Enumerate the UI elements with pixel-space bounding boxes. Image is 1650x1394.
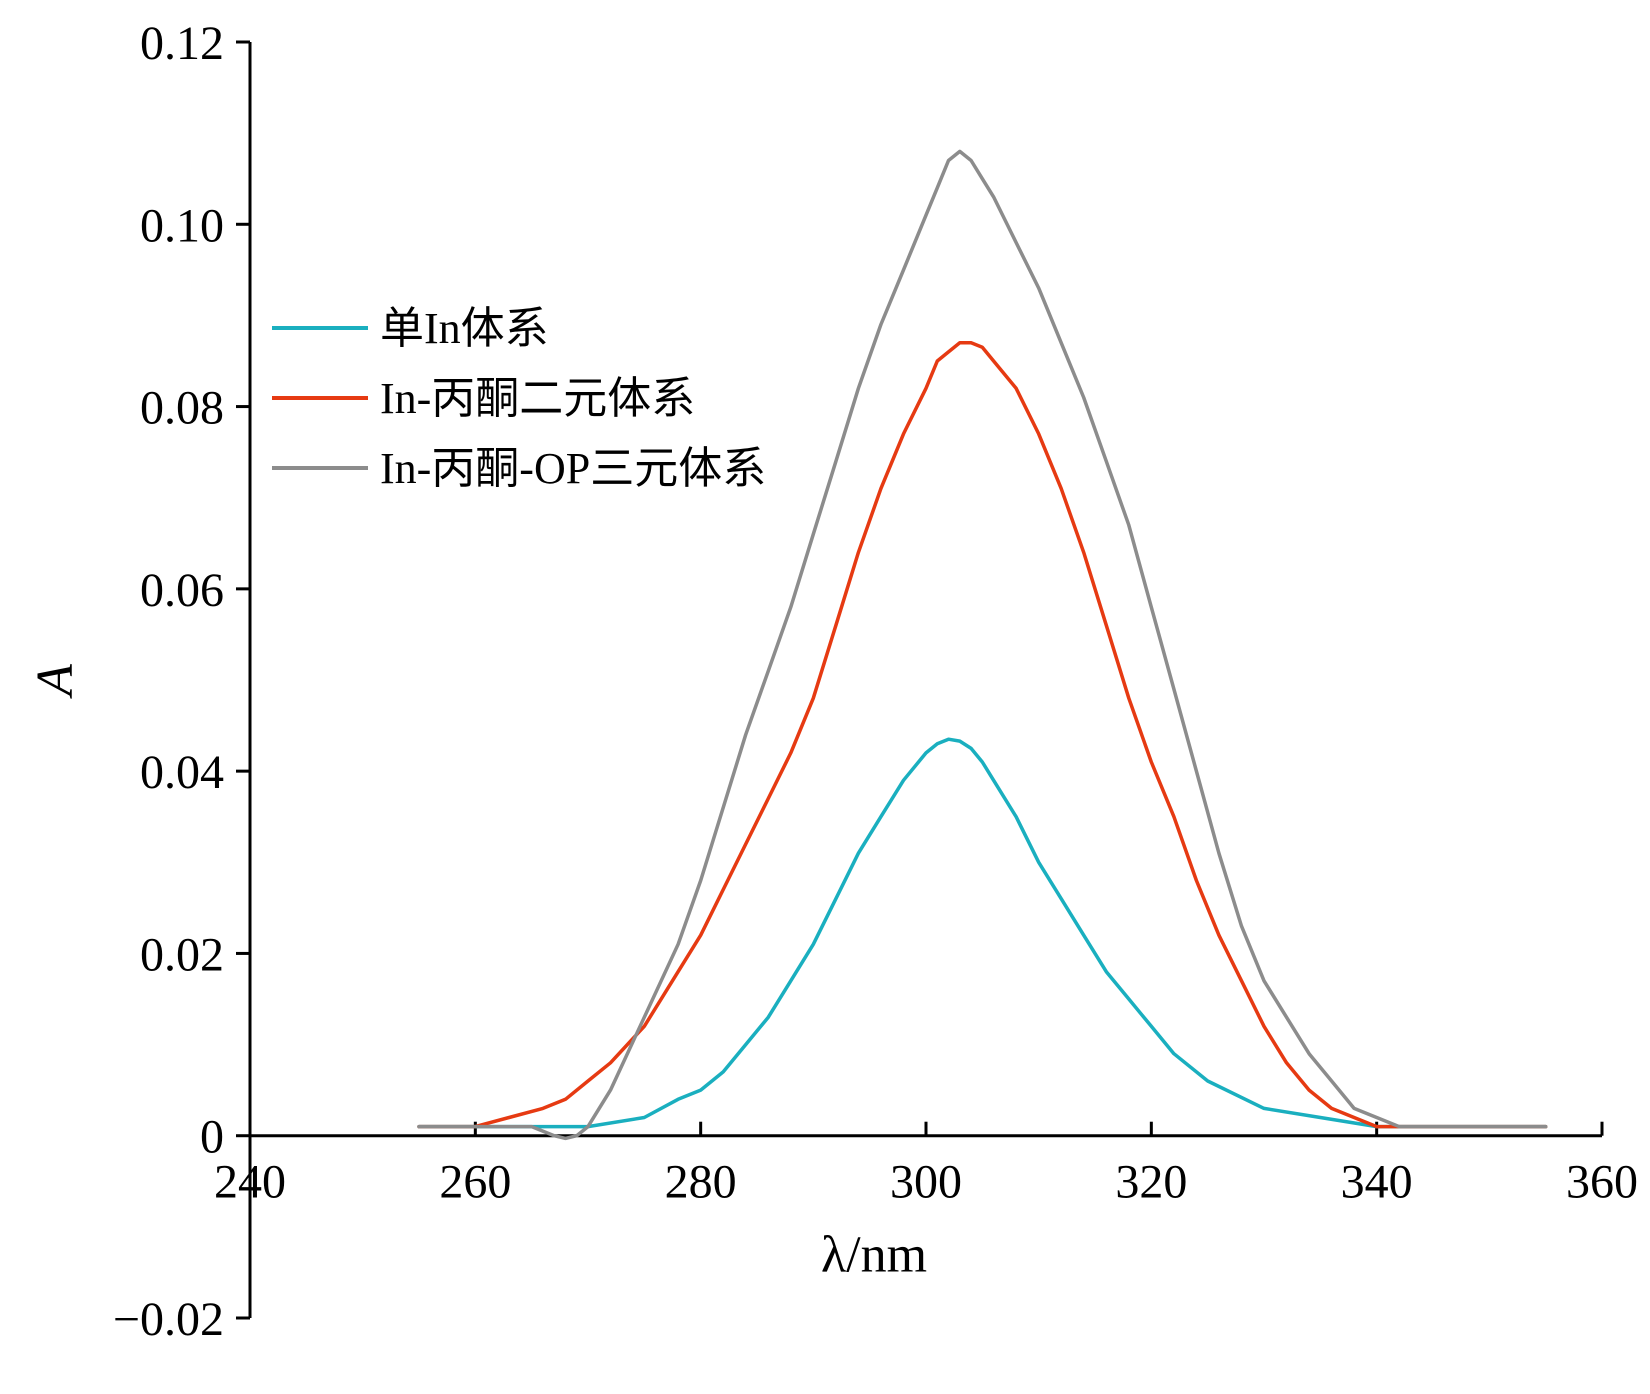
y-tick-label: 0.02 (140, 928, 224, 981)
series-line-3 (417, 149, 1548, 1141)
legend-label-1: 单In体系 (380, 304, 549, 353)
x-tick-label: 340 (1341, 1156, 1413, 1209)
x-tick-label: 360 (1566, 1156, 1638, 1209)
y-tick-label: 0.12 (140, 17, 224, 70)
series-lines (417, 149, 1548, 1141)
x-tick-label: 260 (439, 1156, 511, 1209)
y-tick-label: 0 (200, 1111, 224, 1164)
y-tick-label: −0.02 (113, 1293, 224, 1346)
y-tick-label: 0.10 (140, 199, 224, 252)
y-tick-label: 0.06 (140, 564, 224, 617)
x-tick-label: 300 (890, 1156, 962, 1209)
x-tick-label: 280 (665, 1156, 737, 1209)
y-ticks: −0.02 0 0.02 0.04 0.06 0.08 0.10 0.12 (113, 17, 250, 1346)
legend-label-3: In-丙酮-OP三元体系 (380, 444, 766, 493)
x-tick-label: 320 (1115, 1156, 1187, 1209)
x-tick-label: 240 (214, 1156, 286, 1209)
legend: 单In体系 In-丙酮二元体系 In-丙酮-OP三元体系 (272, 304, 766, 493)
y-tick-label: 0.04 (140, 746, 224, 799)
series-line-2 (417, 341, 1548, 1129)
series-line-1 (417, 737, 1548, 1129)
x-axis-label: λ/nm (821, 1227, 927, 1284)
y-axis-label: A (27, 664, 84, 699)
legend-label-2: In-丙酮二元体系 (380, 374, 695, 423)
x-ticks: 240 260 280 300 320 340 360 (214, 1121, 1638, 1209)
y-tick-label: 0.08 (140, 382, 224, 435)
